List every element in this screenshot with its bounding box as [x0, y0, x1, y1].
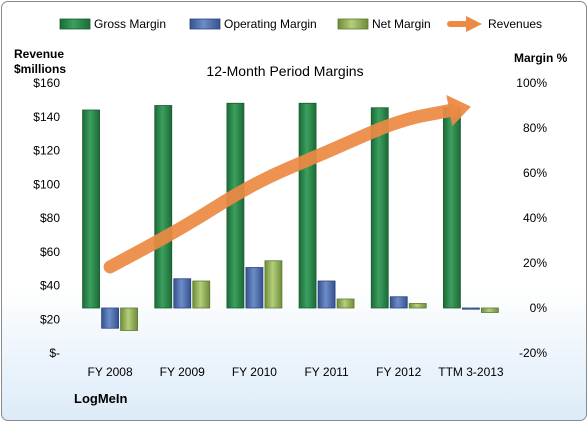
- right-tick-label: -20%: [519, 346, 547, 360]
- left-tick-label: $100: [33, 177, 60, 191]
- legend: Gross Margin Operating Margin Net Margin…: [59, 16, 542, 32]
- left-tick-label: $120: [33, 144, 60, 158]
- chart-title: 12-Month Period Margins: [206, 63, 363, 79]
- legend-label-gross-margin: Gross Margin: [94, 17, 166, 31]
- right-axis-label: Margin %: [514, 51, 568, 65]
- left-axis-label-line-2: $millions: [14, 62, 66, 76]
- legend-swatch-net-margin: [337, 18, 369, 30]
- legend-item-operating-margin: Operating Margin: [189, 17, 317, 31]
- net-margin-bar: [120, 307, 138, 331]
- operating-margin-bar: [462, 307, 480, 310]
- x-axis: FY 2008 FY 2009 FY 2010 FY 2011 FY 2012 TTM 3…: [88, 365, 504, 379]
- net-margin-bar: [408, 303, 427, 309]
- right-tick-label: 20%: [523, 256, 547, 270]
- right-tick-label: 80%: [523, 121, 547, 135]
- right-tick-label: 0%: [530, 301, 548, 315]
- x-tick-label: TTM 3-2013: [438, 365, 504, 379]
- legend-item-revenues: Revenues: [447, 16, 542, 32]
- revenue-line: [103, 103, 458, 274]
- legend-item-net-margin: Net Margin: [337, 17, 431, 31]
- gross-margin-bar: [443, 107, 461, 309]
- left-axis-label-line-1: Revenue: [14, 47, 64, 61]
- legend-arrowhead-revenues: [466, 16, 482, 32]
- left-tick-label: $-: [49, 346, 60, 360]
- legend-swatch-gross-margin: [59, 18, 91, 30]
- right-axis: -20% 0% 20% 40% 60% 80% 100%: [516, 76, 547, 360]
- left-tick-label: $80: [40, 211, 60, 225]
- net-margin-bar: [264, 260, 283, 309]
- right-tick-label: 40%: [523, 211, 547, 225]
- operating-margin-bar: [317, 280, 336, 309]
- left-tick-label: $160: [33, 76, 60, 90]
- x-tick-label: FY 2009: [160, 365, 205, 379]
- legend-label-revenues: Revenues: [488, 17, 542, 31]
- operating-margin-bar: [101, 307, 119, 329]
- left-tick-label: $60: [40, 245, 60, 259]
- x-tick-label: FY 2012: [376, 365, 421, 379]
- left-axis: $- $20 $40 $60 $80 $100 $120 $140 $160: [33, 76, 60, 360]
- gross-margin-bar: [154, 105, 173, 309]
- revenue-line-group: [103, 94, 471, 274]
- x-tick-label: FY 2010: [232, 365, 277, 379]
- x-tick-label: FY 2011: [304, 365, 349, 379]
- gross-margin-bar: [370, 107, 389, 309]
- left-tick-label: $140: [33, 110, 60, 124]
- gross-margin-bar: [82, 109, 100, 309]
- net-margin-bar: [192, 280, 211, 309]
- revenue-arrowhead: [446, 94, 471, 127]
- legend-item-gross-margin: Gross Margin: [59, 17, 166, 31]
- net-margin-bar: [481, 307, 499, 313]
- legend-swatch-operating-margin: [189, 18, 221, 30]
- left-tick-label: $20: [40, 312, 60, 326]
- net-margin-bar: [336, 298, 355, 309]
- legend-label-operating-margin: Operating Margin: [224, 17, 317, 31]
- right-tick-label: 60%: [523, 166, 547, 180]
- company-name: LogMeIn: [74, 391, 127, 406]
- gross-margin-bar: [298, 102, 317, 309]
- x-tick-label: FY 2008: [88, 365, 133, 379]
- operating-margin-bar: [389, 296, 408, 309]
- legend-label-net-margin: Net Margin: [372, 17, 431, 31]
- left-tick-label: $40: [40, 279, 60, 293]
- right-tick-label: 100%: [516, 76, 547, 90]
- operating-margin-bar: [173, 278, 192, 309]
- operating-margin-bar: [245, 267, 264, 309]
- bars: [82, 102, 499, 331]
